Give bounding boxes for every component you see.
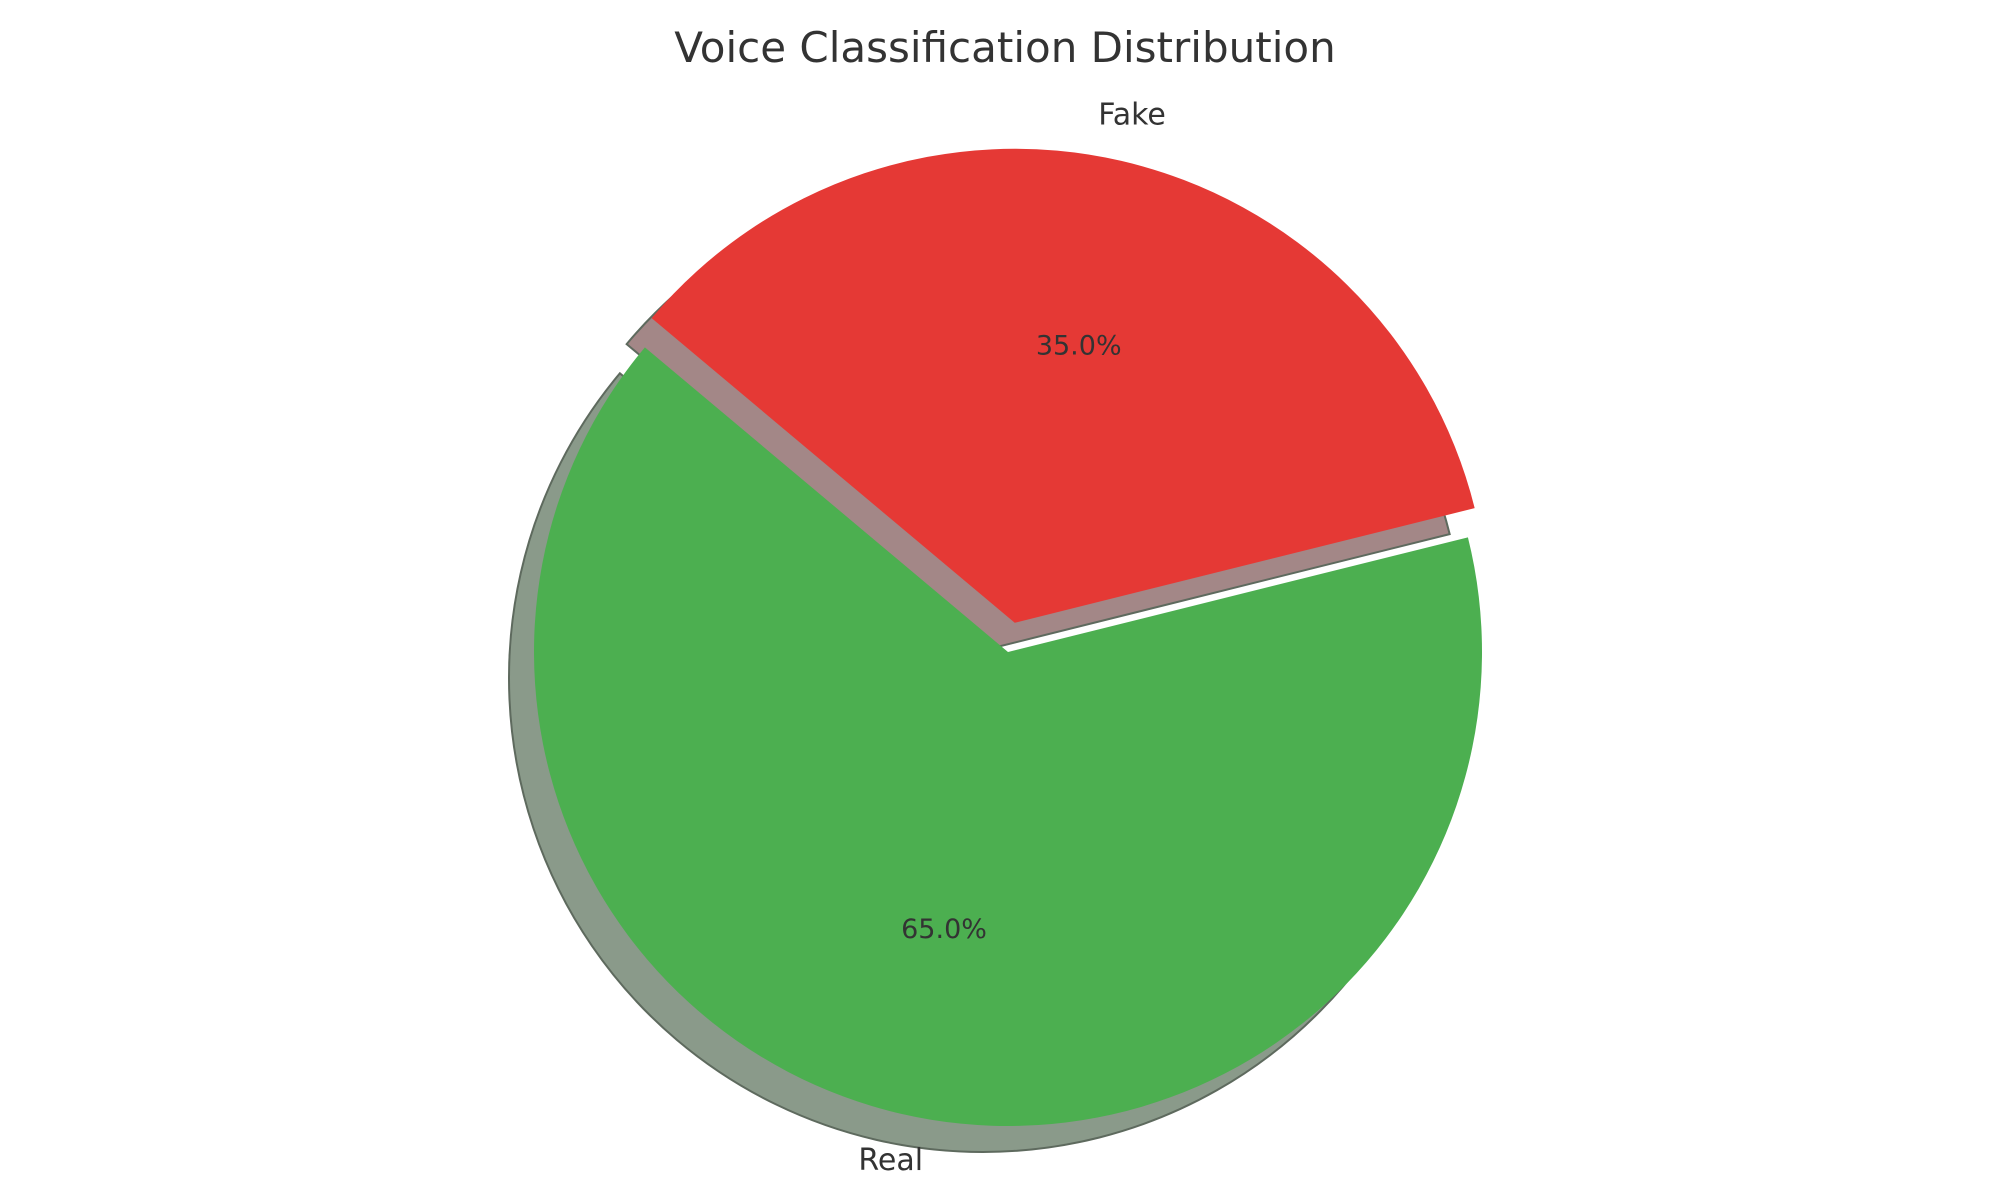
- chart-title: Voice Classification Distribution: [674, 23, 1335, 72]
- pie-slice-fake: [651, 148, 1475, 623]
- slice-label-real: Real: [858, 1143, 923, 1178]
- slice-percent-fake: 35.0%: [1036, 331, 1122, 362]
- pie-slice-real: [534, 347, 1482, 1126]
- pie-slices: [534, 148, 1482, 1126]
- pie-labels: Real 65.0% Fake 35.0%: [858, 98, 1165, 1178]
- slice-label-fake: Fake: [1098, 98, 1166, 133]
- slice-percent-real: 65.0%: [901, 914, 987, 945]
